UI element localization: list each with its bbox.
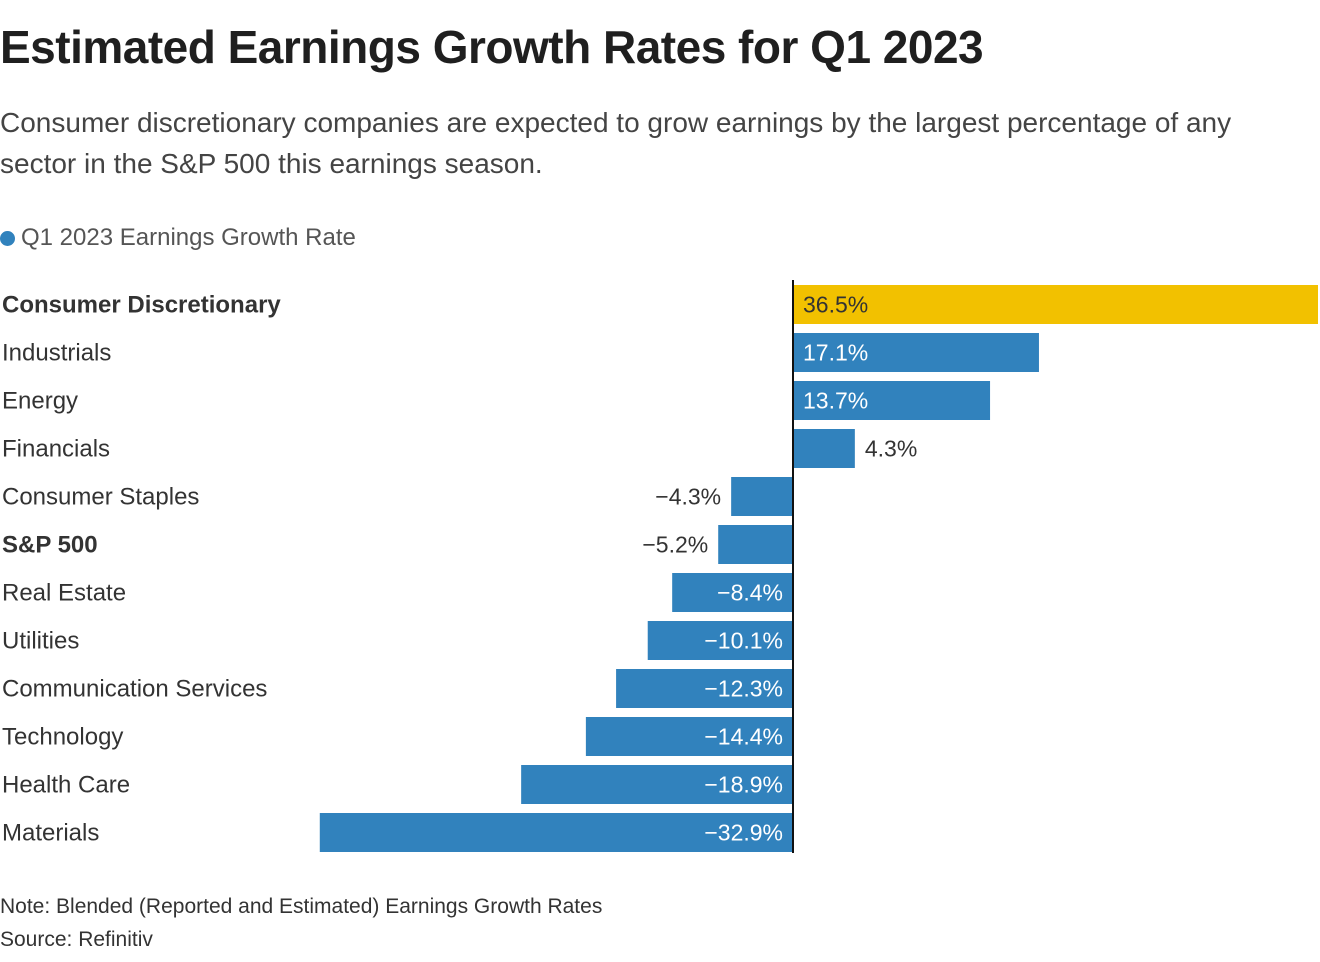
chart-subtitle: Consumer discretionary companies are exp… (0, 107, 1232, 179)
chart-source: Source: Refinitiv (0, 928, 153, 951)
value-label-consumer-discretionary: 36.5% (803, 292, 868, 318)
category-label-financials: Financials (2, 436, 110, 463)
bar-technology (585, 717, 793, 756)
category-label-technology: Technology (2, 724, 123, 751)
value-label-industrials: 17.1% (803, 340, 868, 366)
category-label-utilities: Utilities (2, 628, 79, 655)
bar-consumer-discretionary (793, 285, 1318, 324)
category-label-consumer-discretionary: Consumer Discretionary (2, 292, 281, 319)
category-label-sandp-500: S&P 500 (2, 532, 98, 559)
bar-real-estate (672, 573, 793, 612)
value-label-utilities: −10.1% (704, 628, 783, 654)
value-label-financials: 4.3% (865, 436, 917, 462)
bar-chart: Consumer Discretionary 36.5% Industrials 17… (2, 280, 1318, 853)
category-label-communication-services: Communication Services (2, 676, 267, 703)
legend-swatch (0, 230, 15, 246)
category-label-materials: Materials (2, 820, 99, 847)
bar-health-care (521, 765, 793, 804)
value-label-technology: −14.4% (704, 724, 783, 750)
value-label-communication-services: −12.3% (704, 676, 783, 702)
value-label-sandp-500: −5.2% (642, 532, 708, 558)
bar-energy (793, 381, 991, 420)
bar-utilities (647, 621, 793, 660)
bar-consumer-staples (731, 477, 793, 516)
value-label-materials: −32.9% (704, 820, 783, 846)
value-label-energy: 13.7% (803, 388, 868, 414)
category-label-consumer-staples: Consumer Staples (2, 484, 199, 511)
legend: Q1 2023 Earnings Growth Rate (0, 224, 356, 252)
chart-note: Note: Blended (Reported and Estimated) E… (0, 895, 603, 918)
legend-label: Q1 2023 Earnings Growth Rate (21, 224, 356, 251)
value-label-consumer-staples: −4.3% (655, 484, 721, 510)
bar-communication-services (616, 669, 793, 708)
category-label-health-care: Health Care (2, 772, 130, 799)
category-label-real-estate: Real Estate (2, 580, 126, 607)
value-label-health-care: −18.9% (704, 772, 783, 798)
category-label-industrials: Industrials (2, 340, 111, 367)
bar-materials (319, 813, 793, 852)
bar-financials (793, 429, 855, 468)
value-label-real-estate: −8.4% (717, 580, 783, 606)
chart-title: Estimated Earnings Growth Rates for Q1 2… (0, 21, 984, 73)
category-label-energy: Energy (2, 388, 78, 415)
bar-industrials (793, 333, 1039, 372)
bar-sandp-500 (718, 525, 793, 564)
